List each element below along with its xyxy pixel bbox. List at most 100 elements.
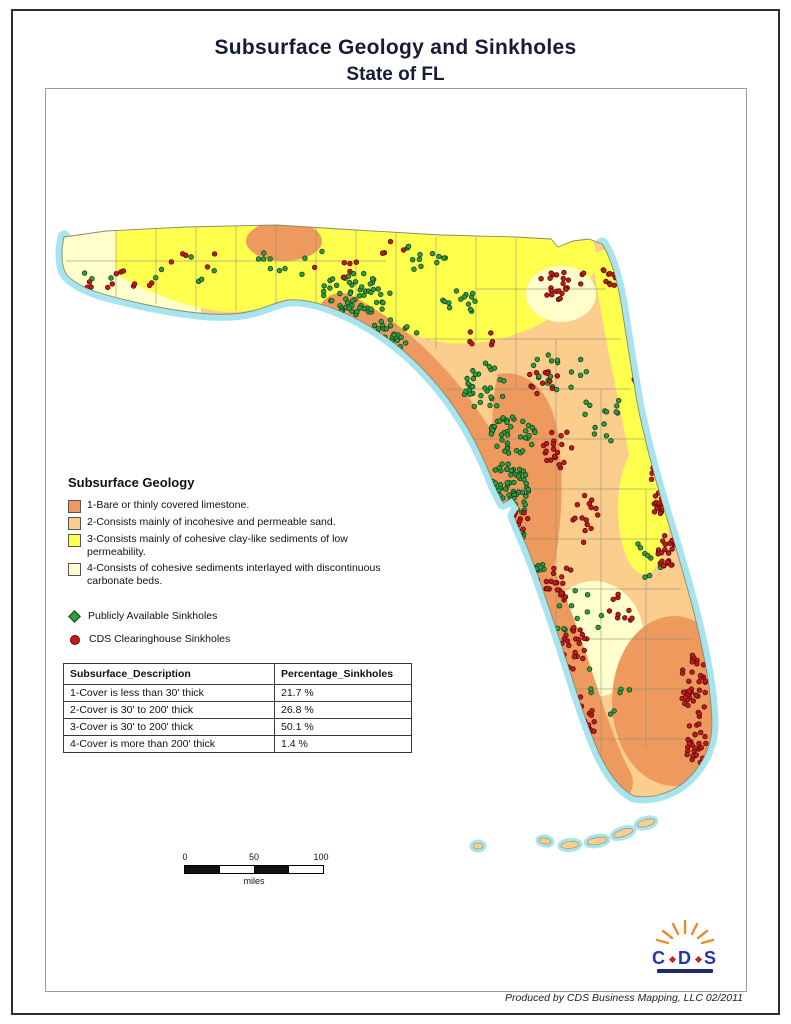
public-sinkhole-dot <box>354 308 360 315</box>
public-sinkhole-dot <box>497 540 503 546</box>
public-sinkhole-dot <box>517 559 524 565</box>
cds-sinkhole-dot <box>698 729 704 736</box>
cds-sinkhole-dot <box>693 752 700 758</box>
public-sinkhole-dot <box>501 517 507 523</box>
public-sinkhole-dot <box>152 274 159 281</box>
public-sinkhole-dot <box>495 525 501 531</box>
public-sinkhole-dot <box>642 574 648 580</box>
cds-sinkhole-dot <box>610 596 616 602</box>
public-sinkhole-dot <box>506 492 512 498</box>
cds-sinkhole-dot <box>626 607 632 614</box>
cds-sinkhole-dot <box>662 547 668 553</box>
cds-sinkhole-dot <box>520 526 526 532</box>
public-sinkhole-dot <box>369 275 376 282</box>
public-sinkhole-dot <box>515 473 522 479</box>
public-sinkhole-dot <box>584 609 590 615</box>
cds-sinkhole-dot <box>615 591 621 597</box>
cds-sinkhole-dot <box>697 672 704 679</box>
map-frame: Subsurface Geology 1-Bare or thinly cove… <box>45 88 747 992</box>
cds-sinkhole-dot <box>703 740 709 747</box>
cds-sinkhole-dot <box>603 278 609 285</box>
table-row: 4-Cover is more than 200' thick 1.4 % <box>63 735 412 753</box>
public-sinkhole-dot <box>495 516 501 522</box>
cds-letter: S <box>703 948 718 968</box>
public-sinkhole-dot <box>472 298 478 304</box>
public-sinkhole-dot <box>484 538 491 545</box>
public-sinkhole-dot <box>327 285 333 291</box>
public-sinkhole-dot <box>373 299 380 306</box>
florida-keys <box>472 818 656 850</box>
public-sinkhole-dot <box>391 332 397 338</box>
public-sinkhole-dot <box>464 375 470 382</box>
public-sinkhole-dot <box>446 304 453 311</box>
public-sinkhole-dot <box>487 402 493 409</box>
public-sinkhole-dot <box>387 290 393 296</box>
cds-sinkhole-dot <box>686 678 692 684</box>
public-sinkhole-dot <box>502 533 508 539</box>
cds-sinkhole-dot <box>562 594 569 600</box>
public-sinkhole-dot <box>487 522 493 528</box>
cds-sinkhole-dot <box>387 238 394 245</box>
cds-sinkhole-dot <box>654 386 660 392</box>
table-header-percentage: Percentage_Sinkholes <box>274 663 412 685</box>
cds-sinkhole-dot <box>347 268 353 275</box>
cds-sinkhole-dot <box>521 510 527 516</box>
cds-sinkhole-dot <box>662 533 668 539</box>
public-sinkhole-dot <box>211 267 217 274</box>
public-sinkhole-dot <box>525 422 532 429</box>
public-sinkhole-dot <box>645 552 651 559</box>
cds-sinkhole-dot <box>636 297 643 303</box>
cds-sinkhole-dot <box>525 515 531 522</box>
public-sinkhole-dot <box>482 385 488 391</box>
cds-sinkhole-dot <box>622 615 628 621</box>
legend-point-label: Publicly Available Sinkholes <box>88 610 218 622</box>
public-sinkhole-dot <box>611 708 617 714</box>
cds-sinkhole-dot <box>581 647 587 654</box>
public-sinkhole-dot <box>502 530 508 537</box>
cds-sinkhole-dot <box>606 608 613 614</box>
public-sinkhole-dot <box>467 391 473 397</box>
cds-sinkhole-dot <box>353 259 359 265</box>
public-sinkhole-dot <box>508 543 515 549</box>
cds-sinkhole-dot <box>662 472 668 478</box>
cds-sinkhole-dot <box>659 558 665 564</box>
cds-sinkhole-dot <box>582 527 588 534</box>
public-sinkhole-dot <box>498 530 504 536</box>
public-sinkhole-dot <box>613 409 619 415</box>
cds-sinkhole-dot <box>563 286 569 292</box>
public-sinkhole-dot <box>282 265 288 272</box>
public-sinkhole-dot <box>577 372 584 378</box>
public-sinkhole-dot <box>498 432 505 438</box>
cds-letter: D <box>677 948 693 968</box>
cds-sinkhole-dot <box>86 279 93 285</box>
public-sinkhole-dot <box>494 443 500 449</box>
public-sinkhole-dot <box>361 270 367 277</box>
cds-sinkhole-dot <box>593 505 599 512</box>
public-sinkhole-dot <box>357 305 363 311</box>
public-sinkhole-dot <box>470 367 476 374</box>
public-sinkhole-dot <box>591 431 598 437</box>
public-sinkhole-dot <box>586 666 593 672</box>
public-sinkhole-dot <box>387 323 394 329</box>
public-sinkhole-dot <box>488 394 494 400</box>
cds-sinkhole-dot <box>696 711 703 717</box>
cds-sinkhole-dot <box>534 390 540 397</box>
public-sinkhole-dot <box>556 603 563 609</box>
public-sinkhole-dot <box>494 403 500 409</box>
public-sinkhole-dot <box>490 519 496 525</box>
public-sinkhole-dot <box>470 376 477 382</box>
cds-sinkhole-dot <box>656 500 662 506</box>
florida-outline <box>61 224 713 798</box>
cds-sinkhole-dot <box>685 702 691 709</box>
public-sinkhole-dot <box>499 437 505 443</box>
cds-sinkhole-dot <box>489 338 496 345</box>
cds-sinkhole-dot <box>696 687 703 693</box>
cds-sinkhole-dot <box>657 510 664 516</box>
cds-sinkhole-dot <box>694 661 700 667</box>
public-sinkhole-dot <box>441 298 448 305</box>
public-sinkhole-dot <box>489 533 496 540</box>
public-sinkhole-dot <box>320 288 327 295</box>
public-sinkhole-dot <box>505 533 512 539</box>
cds-sinkhole-dot <box>563 565 570 571</box>
